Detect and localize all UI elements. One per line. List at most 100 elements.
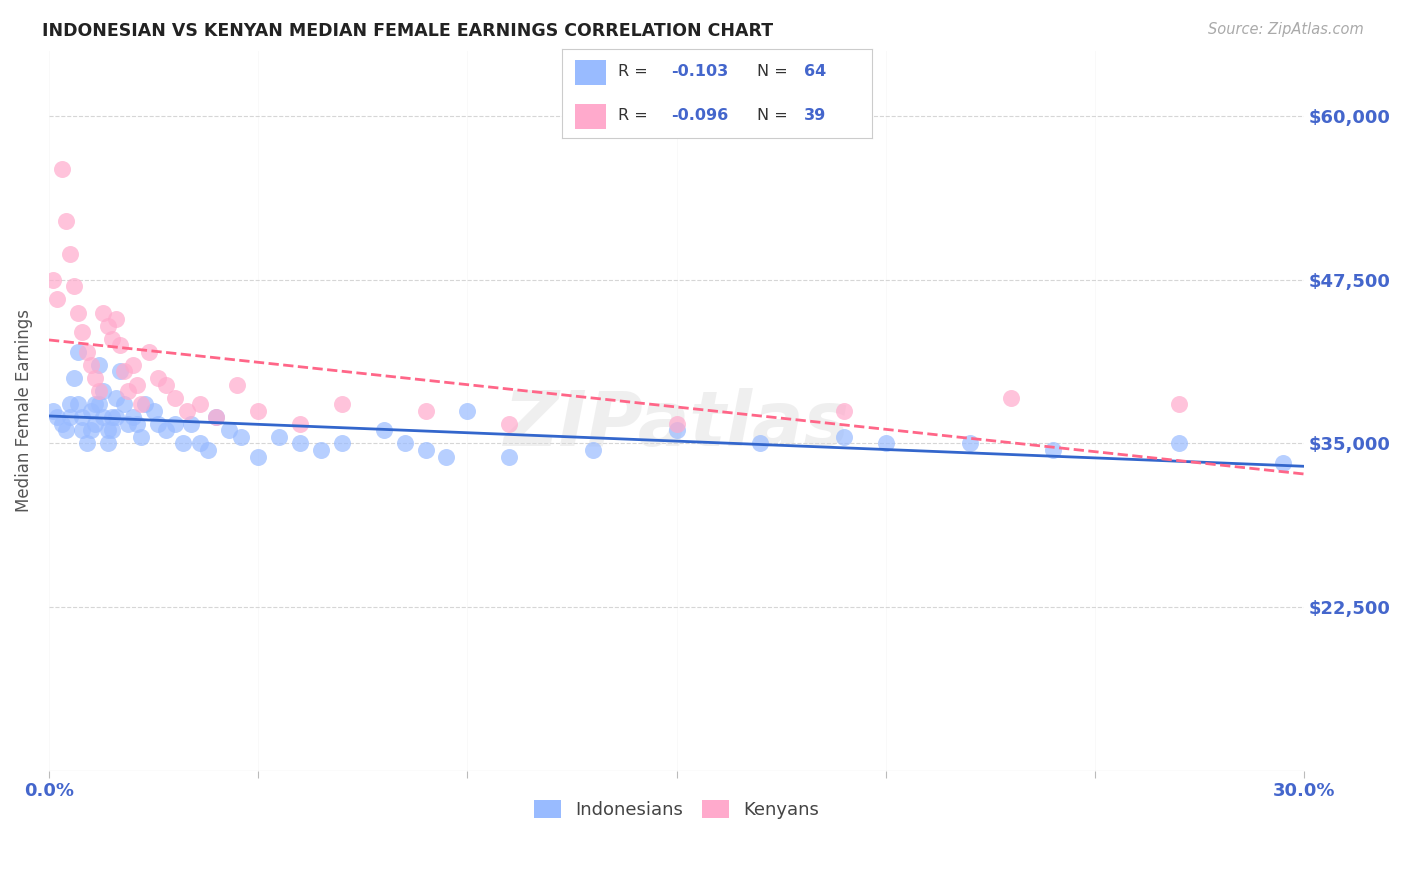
Text: R =: R = bbox=[619, 108, 652, 123]
Point bbox=[582, 442, 605, 457]
Point bbox=[63, 279, 86, 293]
Point bbox=[146, 371, 169, 385]
Point bbox=[112, 364, 135, 378]
Point bbox=[104, 391, 127, 405]
Point bbox=[51, 161, 73, 176]
Point bbox=[163, 417, 186, 431]
Point bbox=[104, 410, 127, 425]
Bar bbox=[575, 60, 606, 85]
Point bbox=[93, 410, 115, 425]
Point bbox=[269, 430, 291, 444]
Point bbox=[172, 436, 194, 450]
Point bbox=[93, 305, 115, 319]
Text: Source: ZipAtlas.com: Source: ZipAtlas.com bbox=[1208, 22, 1364, 37]
Point bbox=[108, 338, 131, 352]
Point bbox=[665, 423, 688, 437]
Point bbox=[394, 436, 416, 450]
Point bbox=[72, 325, 94, 339]
Point bbox=[498, 450, 520, 464]
Point bbox=[63, 371, 86, 385]
Point bbox=[72, 423, 94, 437]
Point bbox=[96, 436, 118, 450]
Point bbox=[80, 403, 103, 417]
Point bbox=[456, 403, 478, 417]
Point bbox=[100, 332, 122, 346]
Point bbox=[125, 377, 148, 392]
Point bbox=[76, 344, 98, 359]
Text: 64: 64 bbox=[804, 64, 825, 79]
Text: INDONESIAN VS KENYAN MEDIAN FEMALE EARNINGS CORRELATION CHART: INDONESIAN VS KENYAN MEDIAN FEMALE EARNI… bbox=[42, 22, 773, 40]
Point bbox=[163, 391, 186, 405]
Point bbox=[176, 403, 198, 417]
Point bbox=[80, 423, 103, 437]
Point bbox=[330, 436, 353, 450]
Point bbox=[46, 293, 69, 307]
Point bbox=[42, 403, 65, 417]
Point bbox=[188, 436, 211, 450]
Y-axis label: Median Female Earnings: Median Female Earnings bbox=[15, 310, 32, 512]
Point bbox=[373, 423, 395, 437]
Text: ZIPatlas: ZIPatlas bbox=[503, 388, 849, 462]
Point bbox=[129, 397, 152, 411]
Text: 39: 39 bbox=[804, 108, 825, 123]
Point bbox=[55, 214, 77, 228]
Point bbox=[226, 377, 249, 392]
Point bbox=[205, 410, 228, 425]
Point bbox=[59, 410, 82, 425]
Text: N =: N = bbox=[758, 108, 793, 123]
Point bbox=[67, 344, 90, 359]
Point bbox=[330, 397, 353, 411]
Point bbox=[288, 436, 311, 450]
Point bbox=[288, 417, 311, 431]
Point bbox=[749, 436, 772, 450]
Point bbox=[100, 423, 122, 437]
Point bbox=[832, 403, 855, 417]
Point bbox=[117, 417, 139, 431]
Point bbox=[415, 442, 437, 457]
Point bbox=[1042, 442, 1064, 457]
Point bbox=[46, 410, 69, 425]
Point bbox=[100, 410, 122, 425]
Point bbox=[1167, 436, 1189, 450]
Text: N =: N = bbox=[758, 64, 793, 79]
Text: -0.096: -0.096 bbox=[671, 108, 728, 123]
Point bbox=[89, 397, 111, 411]
Point bbox=[108, 364, 131, 378]
Point bbox=[59, 246, 82, 260]
Point bbox=[1000, 391, 1022, 405]
Point bbox=[104, 312, 127, 326]
Point bbox=[665, 417, 688, 431]
Point bbox=[76, 436, 98, 450]
Point bbox=[89, 358, 111, 372]
Point bbox=[309, 442, 332, 457]
Point bbox=[180, 417, 202, 431]
Text: -0.103: -0.103 bbox=[671, 64, 728, 79]
Point bbox=[875, 436, 897, 450]
Point bbox=[67, 305, 90, 319]
Point bbox=[205, 410, 228, 425]
Point bbox=[67, 397, 90, 411]
Point bbox=[247, 403, 270, 417]
Point bbox=[121, 358, 143, 372]
Point bbox=[125, 417, 148, 431]
Point bbox=[1167, 397, 1189, 411]
Point bbox=[498, 417, 520, 431]
Point bbox=[59, 397, 82, 411]
Point bbox=[96, 318, 118, 333]
Point bbox=[155, 423, 177, 437]
Point bbox=[121, 410, 143, 425]
Point bbox=[129, 430, 152, 444]
Point bbox=[112, 397, 135, 411]
Point bbox=[84, 371, 107, 385]
Point bbox=[155, 377, 177, 392]
Point bbox=[80, 358, 103, 372]
Point bbox=[138, 344, 160, 359]
Point bbox=[84, 417, 107, 431]
Point bbox=[436, 450, 458, 464]
Point bbox=[231, 430, 253, 444]
Text: R =: R = bbox=[619, 64, 652, 79]
Legend: Indonesians, Kenyans: Indonesians, Kenyans bbox=[527, 793, 827, 827]
Point bbox=[146, 417, 169, 431]
Point bbox=[832, 430, 855, 444]
Point bbox=[1272, 456, 1295, 470]
